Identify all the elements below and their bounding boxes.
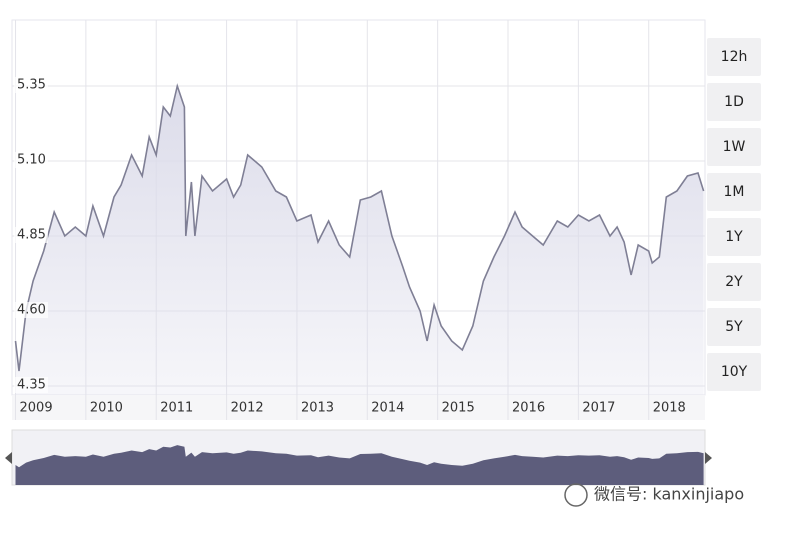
x-tick-label: 2011 <box>160 401 193 416</box>
y-tick-bg <box>14 377 48 393</box>
range-button-label: 1Y <box>725 229 743 245</box>
range-button-bg <box>707 83 761 121</box>
range-button-label: 12h <box>721 49 748 65</box>
y-tick-bg <box>14 302 48 318</box>
range-button-label: 10Y <box>721 364 748 380</box>
range-button-bg <box>707 353 761 391</box>
area <box>15 86 704 395</box>
x-tick-label: 2018 <box>653 401 686 416</box>
x-tick-label: 2013 <box>301 401 334 416</box>
x-tick-label: 2010 <box>90 401 123 416</box>
navigator-handle <box>5 452 12 464</box>
range-button-bg <box>707 38 761 76</box>
range-button[interactable]: 5Y <box>707 308 761 346</box>
y-tick-bg <box>14 152 48 168</box>
line <box>14 83 705 372</box>
x-tick-label: 2017 <box>582 401 615 416</box>
range-button-label: 1W <box>723 139 746 155</box>
range-button[interactable]: 10Y <box>707 353 761 391</box>
x-tick-label: 2012 <box>231 401 264 416</box>
range-button-bg <box>707 263 761 301</box>
watermark-icon <box>564 483 588 507</box>
range-button-label: 1D <box>724 94 744 110</box>
y-tick-label: 4.35 <box>17 378 46 393</box>
x-tick-label: 2015 <box>442 401 475 416</box>
range-button[interactable]: 1Y <box>707 218 761 256</box>
navigator-area <box>15 445 704 485</box>
range-button[interactable]: 2Y <box>707 263 761 301</box>
range-button[interactable]: 1M <box>707 173 761 211</box>
range-button-label: 1M <box>724 184 745 200</box>
watermark-text: 微信号: kanxinjiapo <box>594 485 744 504</box>
y-tick-bg <box>14 77 48 93</box>
range-button-label: 5Y <box>725 319 743 335</box>
watermark: 微信号: kanxinjiapo <box>564 483 744 507</box>
y-tick-label: 5.35 <box>17 78 46 93</box>
y-tick-label: 4.60 <box>17 303 46 318</box>
y-tick-label: 4.85 <box>17 228 46 243</box>
range-button-label: 2Y <box>725 274 743 290</box>
range-button[interactable]: 12h <box>707 38 761 76</box>
range-button[interactable]: 1D <box>707 83 761 121</box>
range-button-bg <box>707 308 761 346</box>
navigator-handle <box>705 452 712 464</box>
range-button-bg <box>707 173 761 211</box>
range-button[interactable]: 1W <box>707 128 761 166</box>
range-button-bg <box>707 218 761 256</box>
x-axis-strip <box>12 395 705 420</box>
x-tick-label: 2016 <box>512 401 545 416</box>
range-button-bg <box>707 128 761 166</box>
x-tick-label: 2009 <box>20 401 53 416</box>
x-tick-label: 2014 <box>371 401 404 416</box>
y-tick-label: 5.10 <box>17 153 46 168</box>
y-tick-bg <box>14 227 48 243</box>
